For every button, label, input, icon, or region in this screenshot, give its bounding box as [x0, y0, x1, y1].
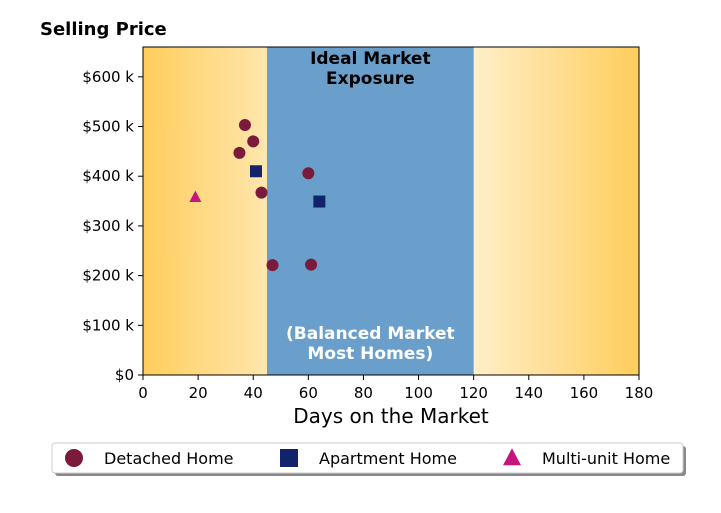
detached-home-point: [302, 167, 315, 180]
x-axis: 0 20 40 60 80 100 120 140 160 180: [138, 375, 653, 402]
x-tick-label: 0: [138, 384, 148, 402]
band-title-line-1: Ideal Market: [310, 49, 431, 69]
x-tick-label: 40: [244, 384, 263, 402]
x-tick-label: 180: [625, 384, 654, 402]
x-tick-label: 20: [189, 384, 208, 402]
multi-unit-home-point: [189, 190, 202, 202]
data-points: [189, 119, 326, 272]
ideal-exposure-band: [267, 47, 474, 375]
legend-marker-multi-unit-home: [503, 448, 521, 466]
legend: Detached Home Apartment Home Multi-unit Ho…: [51, 442, 686, 476]
y-tick-label: $100 k: [82, 316, 134, 334]
y-tick-label: $200 k: [82, 267, 134, 285]
detached-home-point: [233, 146, 246, 159]
y-tick-label: $600 k: [82, 68, 134, 86]
band-subtitle-line-1: (Balanced Market: [286, 324, 455, 344]
x-tick-label: 80: [354, 384, 373, 402]
chart-title: Selling Price: [40, 19, 167, 40]
legend-label-detached-home: Detached Home: [104, 449, 234, 468]
detached-home-point: [238, 119, 251, 132]
detached-home-point: [247, 135, 260, 148]
x-tick-label: 60: [299, 384, 318, 402]
plot-area: Ideal Market Exposure (Balanced Market M…: [142, 46, 640, 376]
x-tick-label: 160: [570, 384, 599, 402]
detached-home-point: [305, 258, 318, 271]
legend-label-multi-unit-home: Multi-unit Home: [542, 449, 670, 468]
legend-marker-apartment-home: [280, 449, 298, 467]
y-axis: $0 $100 k $200 k $300 k $400 k $500 k $600 k: [82, 68, 143, 384]
x-axis-title: Days on the Market: [293, 404, 489, 428]
x-tick-label: 140: [514, 384, 543, 402]
x-tick-label: 100: [404, 384, 433, 402]
detached-home-point: [255, 186, 268, 199]
apartment-home-point: [249, 165, 262, 178]
apartment-home-point: [313, 195, 326, 208]
plot-frame: [142, 46, 640, 376]
legend-marker-detached-home: [65, 449, 83, 467]
y-tick-label: $0: [115, 366, 134, 384]
y-tick-label: $500 k: [82, 118, 134, 136]
legend-box: [51, 442, 684, 474]
legend-items: Detached Home Apartment Home Multi-unit Ho…: [65, 448, 670, 468]
detached-home-point: [266, 259, 279, 272]
band-title-line-2: Exposure: [326, 69, 415, 89]
y-tick-label: $300 k: [82, 217, 134, 235]
x-tick-label: 120: [459, 384, 488, 402]
band-subtitle-line-2: Most Homes): [307, 344, 433, 364]
y-tick-label: $400 k: [82, 167, 134, 185]
legend-label-apartment-home: Apartment Home: [319, 449, 457, 468]
